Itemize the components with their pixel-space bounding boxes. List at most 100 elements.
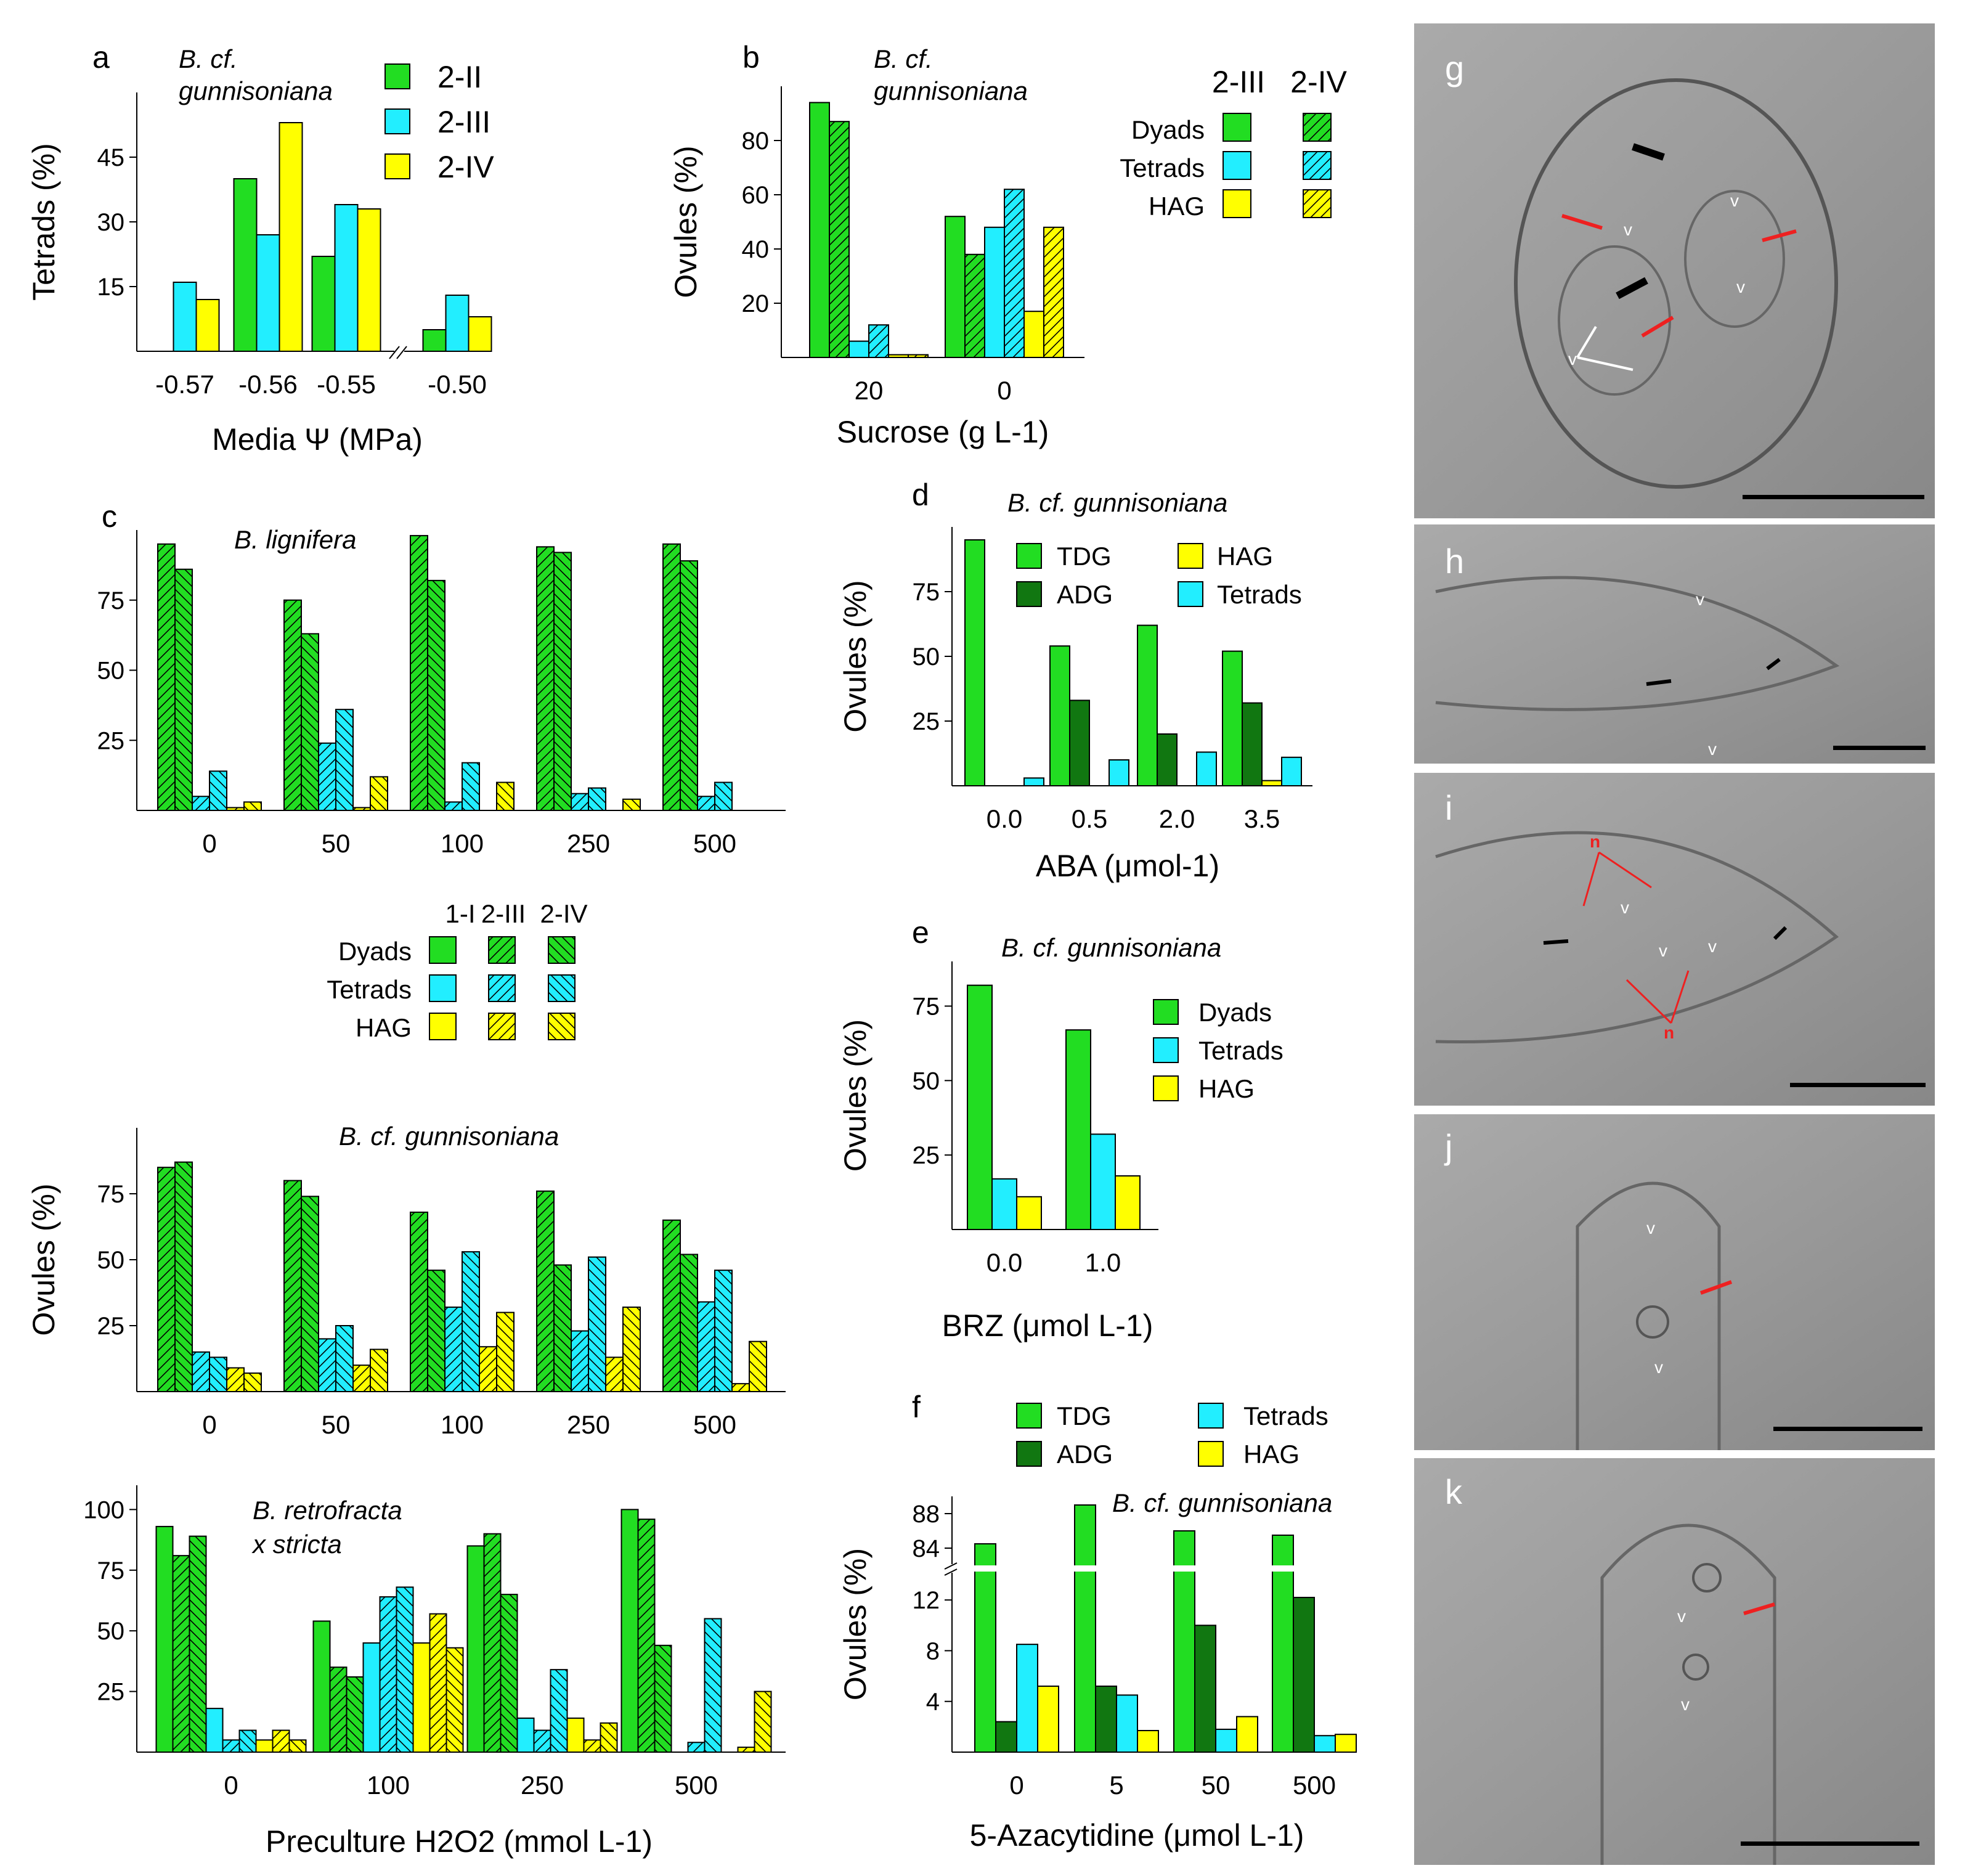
- red-pointer: [1598, 851, 1652, 889]
- y-tick-label-e: 50: [913, 1067, 940, 1095]
- chart-b-title-line-2: gunnisoniana: [874, 76, 1028, 105]
- micrograph-g-label: v: [1736, 277, 1745, 296]
- legend-c-row-0: Dyads: [338, 937, 412, 966]
- x-tick-label-c1: 100: [441, 829, 484, 858]
- y-tick-label-f: 88: [913, 1501, 940, 1528]
- legend-f-swatch-2: [1198, 1403, 1224, 1429]
- legend-e-swatch-1: [1153, 1037, 1179, 1063]
- legend-c-swatch: [548, 1013, 576, 1040]
- micrograph-letter-i: i: [1445, 788, 1452, 827]
- white-arrow: [1577, 356, 1633, 371]
- panel-letter-a: a: [92, 40, 110, 75]
- bar-d-tetrads-2.0: [1196, 751, 1217, 787]
- bar-b-hag-2-iv-0: [1043, 226, 1064, 358]
- y-tick-label-b: 80: [742, 128, 770, 155]
- y-tick-label-d: 75: [913, 579, 940, 606]
- bar-c2-dyads-2-iv-50: [301, 1196, 319, 1393]
- chart-e-legend: Dyads Tetrads HAG: [1153, 998, 1284, 1103]
- x-tick-label-f: 50: [1202, 1771, 1231, 1800]
- bar-c3-hag-2-iii-500: [737, 1747, 755, 1753]
- axis-break-f: [944, 1568, 958, 1576]
- x-tick-label-a: -0.57: [155, 370, 214, 399]
- micrograph-letter-g: g: [1445, 49, 1464, 88]
- bar-c1-dyads-2-iii-100: [410, 535, 428, 811]
- bar-c3-dyads-2-iii-100: [329, 1666, 348, 1753]
- micrograph-k-label: v: [1681, 1695, 1690, 1714]
- bar-a-2-iv--0.50: [468, 316, 492, 352]
- chart-c2: 0 50 100 250 500 25 50 75 Ovules (%): [26, 1128, 786, 1439]
- panel-f: f TDG ADG Tetrads HAG B. cf. gunnisonian…: [838, 1390, 1357, 1853]
- micrograph-i-label: v: [1659, 941, 1667, 960]
- bar-c1-tetrads-2-iii-500: [697, 796, 715, 811]
- y-tick-label-c2: 25: [97, 1313, 125, 1340]
- bar-d-tetrads-0.0: [1023, 777, 1044, 787]
- bar-e-tetrads-1.0: [1090, 1133, 1116, 1231]
- bar-c3-hag-1-i-250: [566, 1717, 585, 1753]
- bar-d-adg-0.5: [1069, 699, 1090, 787]
- chart-a-xlabel: Media Ψ (MPa): [212, 422, 423, 457]
- bar-c1-dyads-2-iv-500: [680, 560, 698, 811]
- x-tick-label-a: -0.56: [238, 370, 298, 399]
- legend-c-swatch: [429, 936, 457, 964]
- micrograph-h: h v v: [1414, 524, 1935, 764]
- legend-c-col-2: 2-IV: [540, 899, 587, 928]
- y-axis-label-c2: Ovules (%): [26, 1183, 61, 1336]
- legend-b-swatch: [1303, 151, 1332, 180]
- x-tick-label-a: -0.50: [428, 370, 487, 399]
- legend-d-swatch-2: [1178, 543, 1203, 569]
- legend-a-swatch-1: [384, 108, 410, 134]
- legend-a-label-0: 2-II: [437, 60, 482, 94]
- bar-d-tdg-0.5: [1049, 645, 1070, 786]
- bar-f-tetrads-5: [1116, 1694, 1138, 1753]
- legend-b-row-1: Tetrads: [1120, 153, 1205, 182]
- chart-c3-title-line-2: x stricta: [251, 1530, 342, 1559]
- x-tick-label-c3: 250: [521, 1771, 564, 1800]
- micrograph-i-image: [1414, 773, 1935, 1106]
- y-tick-label-a: 45: [97, 144, 125, 171]
- bar-c2-tetrads-2-iv-250: [588, 1256, 606, 1392]
- x-tick-label-d: 2.0: [1159, 804, 1195, 833]
- bar-break-f: [1073, 1565, 1097, 1572]
- x-tick-label-f: 500: [1293, 1771, 1336, 1800]
- legend-c-col-1: 2-III: [481, 899, 526, 928]
- micrograph-j-image: [1414, 1114, 1935, 1450]
- bar-f-tdg-0: [974, 1543, 996, 1753]
- bar-c3-tetrads-1-i-100: [362, 1642, 381, 1753]
- bar-a-2-ii--0.56: [233, 178, 258, 352]
- bar-c3-hag-2-iii-0: [272, 1729, 290, 1753]
- y-tick-label-f: 4: [926, 1689, 940, 1716]
- x-tick-label-c2: 250: [567, 1410, 610, 1439]
- legend-f-swatch-1: [1016, 1441, 1042, 1467]
- legend-c-swatch: [548, 974, 576, 1002]
- y-tick-label-a: 30: [97, 209, 125, 236]
- red-pointer: [1582, 852, 1600, 907]
- chart-c2-title: B. cf. gunnisoniana: [339, 1122, 559, 1151]
- legend-f-swatch-0: [1016, 1403, 1042, 1429]
- y-tick-label-b: 20: [742, 290, 770, 317]
- chart-c3-title-line-1: B. retrofracta: [253, 1496, 402, 1525]
- bar-c1-tetrads-2-iii-0: [192, 796, 210, 811]
- bar-c3-tetrads-1-i-250: [516, 1717, 535, 1753]
- bar-c1-tetrads-2-iv-100: [462, 762, 480, 812]
- legend-b-row-2: HAG: [1149, 192, 1205, 221]
- y-tick-label-f: 12: [913, 1587, 940, 1614]
- legend-a-label-2: 2-IV: [437, 150, 494, 184]
- legend-d-swatch-3: [1178, 581, 1203, 607]
- micrograph-j-nucleus: [1636, 1305, 1669, 1339]
- micrograph-g-ovule: [1514, 78, 1838, 489]
- bar-c3-dyads-2-iv-250: [500, 1594, 518, 1753]
- y-tick-label-d: 50: [913, 643, 940, 671]
- bar-c2-dyads-2-iv-250: [553, 1264, 572, 1393]
- micrograph-g: g v v v v: [1414, 23, 1935, 518]
- chart-b-title-line-1: B. cf.: [874, 44, 933, 73]
- bar-f-hag-50: [1236, 1716, 1258, 1753]
- x-tick-label-b: 0: [997, 376, 1011, 405]
- legend-a-label-1: 2-III: [437, 105, 490, 139]
- micrograph-i-label: v: [1621, 898, 1629, 917]
- bar-c1-hag-2-iv-0: [243, 801, 262, 811]
- bar-e-dyads-1.0: [1065, 1029, 1091, 1230]
- x-tick-label-f: 0: [1009, 1771, 1023, 1800]
- axis-break-f: [945, 1564, 959, 1573]
